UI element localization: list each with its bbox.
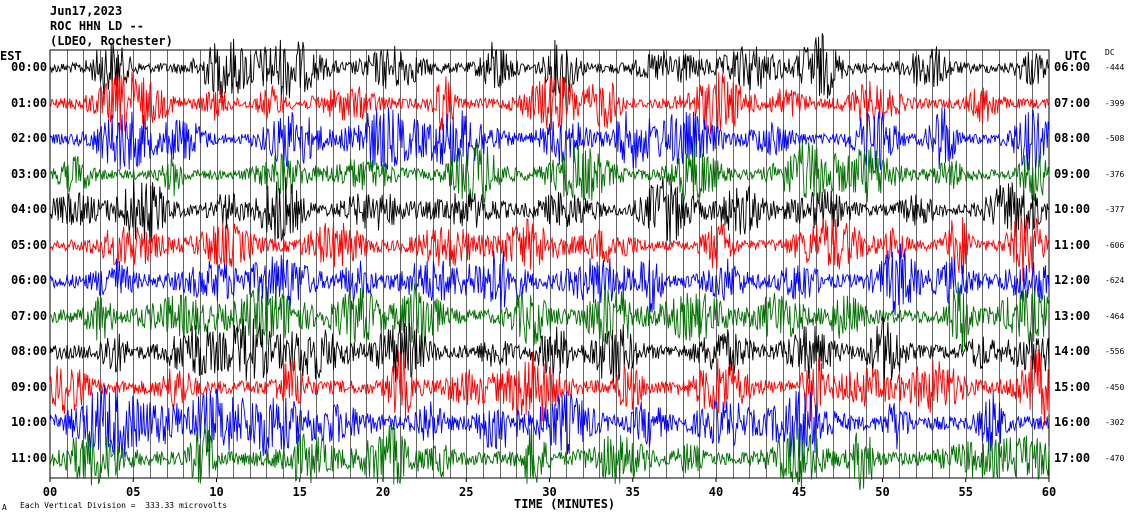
utc-hour-label: 14:00: [1054, 344, 1091, 358]
est-label: EST: [0, 49, 22, 63]
x-tick-label: 50: [875, 485, 889, 499]
x-tick-label: 40: [709, 485, 723, 499]
corner-mark: A: [2, 503, 7, 512]
x-tick-label: 35: [626, 485, 640, 499]
est-hour-label: 06:00: [11, 273, 48, 287]
utc-label: UTC: [1065, 49, 1087, 63]
est-hour-label: 03:00: [11, 166, 48, 181]
plot-frame: [49, 49, 1050, 479]
est-hour-label: 10:00: [11, 415, 48, 429]
dc-offset-value: -377: [1105, 205, 1125, 214]
network-label: (LDEO, Rochester): [50, 34, 173, 48]
est-hour-label: 01:00: [11, 95, 48, 110]
dc-offset-value: -556: [1105, 347, 1125, 356]
dc-offset-value: -302: [1105, 418, 1125, 427]
trace-row-0300: [49, 141, 1050, 208]
dc-label: DC: [1105, 48, 1115, 57]
est-hour-label: 07:00: [11, 308, 48, 323]
utc-hour-label: 07:00: [1054, 95, 1091, 110]
x-tick-label: 00: [43, 485, 57, 499]
scale-note: Each Vertical Division = 333.33 microvol…: [20, 501, 228, 510]
utc-hour-label: 12:00: [1054, 273, 1091, 287]
x-tick-label: 60: [1042, 485, 1056, 499]
utc-hour-label: 11:00: [1054, 237, 1091, 252]
trace-row-0800: [49, 316, 1050, 390]
est-hour-label: 05:00: [11, 237, 48, 252]
dc-offset-value: -606: [1105, 240, 1125, 250]
trace-row-0500: [49, 215, 1050, 282]
est-hour-label: 04:00: [11, 202, 48, 216]
dc-offset-value: -450: [1105, 382, 1125, 392]
utc-hour-label: 16:00: [1054, 415, 1091, 429]
x-tick-label: 45: [792, 485, 806, 499]
est-hour-label: 00:00: [11, 60, 48, 74]
dc-offset-value: -470: [1105, 453, 1125, 463]
station-label: ROC HHN LD --: [50, 19, 144, 33]
dc-offset-value: -508: [1105, 134, 1125, 143]
x-axis-ticks: 00 05 10 15 20 25 30 35 40 45 50 55 60: [43, 478, 1056, 499]
utc-hour-label: 10:00: [1054, 202, 1091, 216]
utc-hour-label: 13:00: [1054, 308, 1091, 323]
x-tick-label: 15: [293, 485, 307, 499]
grid: [49, 49, 1050, 479]
utc-hour-label: 09:00: [1054, 166, 1091, 181]
x-tick-label: 20: [376, 485, 390, 499]
dc-offset-value: -444: [1105, 63, 1125, 72]
trace-row-0200: [49, 107, 1050, 172]
utc-hour-label: 08:00: [1054, 131, 1091, 145]
trace-row-0000: [49, 32, 1050, 100]
trace-row-1100: [49, 423, 1050, 491]
est-hour-label: 02:00: [11, 131, 48, 145]
utc-hour-label: 15:00: [1054, 379, 1091, 394]
trace-row-0400: [49, 176, 1050, 245]
x-tick-label: 05: [126, 485, 140, 499]
est-hour-label: 08:00: [11, 344, 48, 358]
est-hour-label: 09:00: [11, 379, 48, 394]
seismic-traces: [49, 32, 1050, 491]
trace-row-0700: [49, 281, 1050, 353]
utc-hour-label: 06:00: [1054, 60, 1091, 74]
dc-offset-value: -399: [1105, 98, 1125, 108]
dc-offset-value: -376: [1105, 169, 1125, 179]
trace-row-0600: [49, 243, 1050, 316]
trace-row-1000: [49, 385, 1050, 461]
dc-offset-value: -624: [1105, 276, 1125, 285]
date-label: Jun17,2023: [50, 4, 123, 18]
x-tick-label: 10: [209, 485, 223, 499]
x-tick-label: 25: [459, 485, 473, 499]
dc-offset-value: -464: [1105, 311, 1125, 321]
est-hour-label: 11:00: [11, 450, 48, 465]
x-tick-label: 30: [542, 485, 556, 499]
x-tick-label: 55: [959, 485, 973, 499]
x-axis-title: TIME (MINUTES): [514, 497, 616, 511]
utc-hour-label: 17:00: [1054, 450, 1091, 465]
